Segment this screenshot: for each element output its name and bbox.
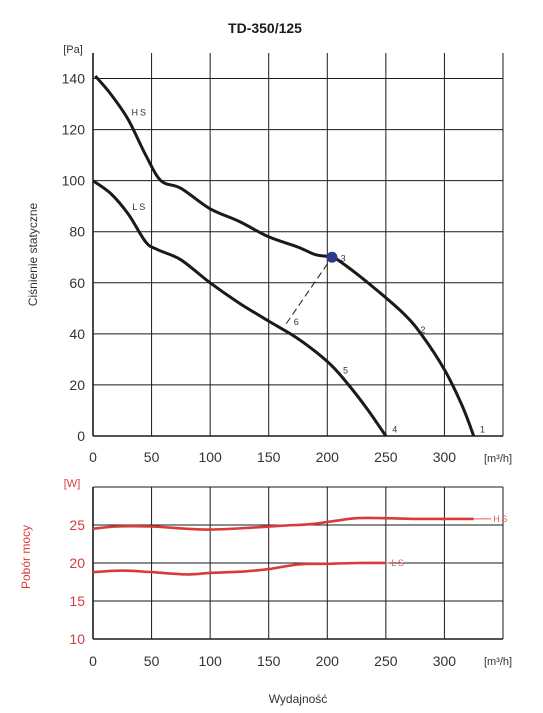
- y-tick-label: 80: [69, 224, 85, 240]
- x-unit-label: [m³/h]: [484, 656, 512, 668]
- y-tick-label: 15: [69, 593, 85, 609]
- x-tick-label: 100: [198, 653, 222, 669]
- y-tick-label: 20: [69, 555, 85, 571]
- y-tick-label: 100: [62, 173, 86, 189]
- y-tick-label: 0: [77, 428, 85, 444]
- x-tick-label: 150: [257, 653, 281, 669]
- series-line-ls: [92, 179, 388, 437]
- series-line-hs: [94, 75, 476, 437]
- series-label-hs: HS: [132, 108, 149, 118]
- x-tick-label: 0: [89, 653, 97, 669]
- y-tick-label: 20: [69, 377, 85, 393]
- chart-title: TD-350/125: [228, 20, 302, 36]
- point-label: 5: [343, 366, 348, 376]
- point-label: 1: [480, 424, 485, 434]
- point-label: 2: [420, 325, 425, 335]
- series-line-ls: [92, 561, 386, 576]
- x-tick-label: 150: [257, 449, 281, 465]
- series-label-hs: HS: [493, 514, 509, 524]
- x-tick-label: 50: [144, 653, 160, 669]
- y-axis-title: Pobór mocy: [19, 525, 33, 589]
- y-tick-label: 25: [69, 517, 85, 533]
- x-tick-label: 250: [374, 449, 398, 465]
- series-line-hs: [92, 516, 474, 531]
- x-tick-label: 200: [316, 449, 340, 465]
- y-tick-label: 10: [69, 631, 85, 647]
- x-tick-label: 200: [316, 653, 340, 669]
- x-unit-label: [m³/h]: [484, 453, 512, 465]
- dashed-connector-line: [285, 256, 333, 324]
- y-axis-title: Ciśnienie statyczne: [26, 202, 40, 306]
- power-chart: 0 50 100 150 200 250 300 10 15 20 25 [W] [m³/h] Pobór…: [19, 478, 512, 669]
- series-label-ls: LS: [391, 558, 405, 568]
- x-axis-title: Wydajność: [269, 692, 328, 706]
- y-unit-label: [W]: [64, 478, 81, 490]
- x-tick-label: 250: [374, 653, 398, 669]
- x-tick-label: 100: [198, 449, 222, 465]
- y-tick-label: 60: [69, 275, 85, 291]
- x-tick-label: 300: [433, 653, 457, 669]
- point-label: 3: [341, 253, 346, 263]
- y-tick-label: 120: [62, 122, 86, 138]
- x-tick-label: 0: [89, 449, 97, 465]
- operating-point-marker: [326, 251, 338, 263]
- y-tick-label: 140: [62, 71, 86, 87]
- point-label: 4: [392, 424, 397, 434]
- series-label-ls: LS: [132, 202, 147, 212]
- point-label: 6: [294, 317, 299, 327]
- pressure-chart: 0 50 100 150 200 250 300 0 20 40 60 80 100 120 140 [Pa]…: [26, 44, 512, 465]
- y-tick-label: 40: [69, 326, 85, 342]
- y-unit-label: [Pa]: [63, 44, 83, 56]
- x-tick-label: 300: [433, 449, 457, 465]
- x-tick-label: 50: [144, 449, 160, 465]
